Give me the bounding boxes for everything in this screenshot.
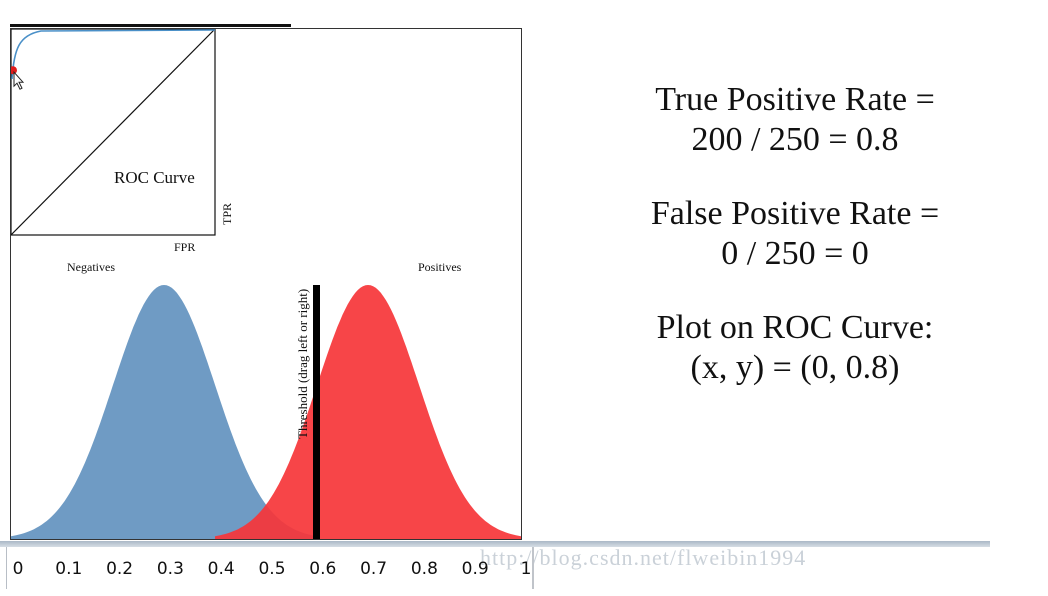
tpr-line-1: True Positive Rate = bbox=[655, 81, 935, 118]
mouse-cursor-icon bbox=[13, 70, 25, 90]
fpr-line-1: False Positive Rate = bbox=[650, 195, 940, 232]
top-rule bbox=[10, 24, 291, 27]
roc-ylabel: TPR bbox=[220, 203, 234, 225]
x-tick-label: 0.6 bbox=[309, 559, 337, 579]
x-axis-ticks: 0 0.1 0.2 0.3 0.4 0.5 0.6 0.7 0.8 0.9 1 bbox=[6, 547, 534, 589]
area-positives bbox=[215, 285, 521, 539]
tpr-block: True Positive Rate = 200 / 250 = 0.8 bbox=[560, 80, 1030, 160]
watermark-text: http://blog.csdn.net/flweibin1994 bbox=[480, 545, 807, 570]
threshold-bar[interactable] bbox=[313, 285, 320, 539]
x-tick-label: 0.3 bbox=[156, 559, 184, 579]
x-tick-label: 0.2 bbox=[106, 559, 134, 579]
plot-line-2: (x, y) = (0, 0.8) bbox=[690, 349, 900, 386]
axis-band bbox=[0, 541, 990, 547]
roc-title: ROC Curve bbox=[114, 168, 195, 187]
x-tick-label: 0.9 bbox=[461, 559, 489, 579]
roc-diagonal bbox=[11, 29, 216, 236]
tpr-line-2: 200 / 250 = 0.8 bbox=[691, 121, 899, 158]
positives-label: Positives bbox=[418, 260, 462, 274]
x-tick-label: 0 bbox=[12, 559, 24, 579]
threshold-layer: Threshold (drag left or right) bbox=[295, 285, 320, 539]
x-tick-label: 0.7 bbox=[360, 559, 388, 579]
x-tick-label: 0.8 bbox=[410, 559, 438, 579]
roc-xlabel: FPR bbox=[174, 240, 195, 254]
area-negatives bbox=[11, 285, 317, 539]
x-tick-label: 0.1 bbox=[55, 559, 83, 579]
chart-svg[interactable]: ROC Curve FPR TPR Threshold (drag left or … bbox=[11, 29, 521, 539]
x-axis-strip: http://blog.csdn.net/flweibin1994 0 0.1 0.… bbox=[0, 541, 1048, 596]
plot-panel: ROC Curve FPR TPR Threshold (drag left or … bbox=[10, 28, 522, 540]
plot-line-1: Plot on ROC Curve: bbox=[656, 309, 934, 346]
fpr-block: False Positive Rate = 0 / 250 = 0 bbox=[560, 194, 1030, 274]
roc-inset: ROC Curve FPR TPR bbox=[11, 29, 234, 254]
negatives-label: Negatives bbox=[67, 260, 115, 274]
threshold-label: Threshold (drag left or right) bbox=[295, 289, 310, 439]
fpr-line-2: 0 / 250 = 0 bbox=[721, 235, 869, 272]
explanation-panel: True Positive Rate = 200 / 250 = 0.8 Fal… bbox=[560, 80, 1030, 422]
distribution-layer bbox=[11, 285, 521, 539]
plot-block: Plot on ROC Curve: (x, y) = (0, 0.8) bbox=[560, 308, 1030, 388]
x-tick-label: 0.5 bbox=[258, 559, 286, 579]
x-tick-label: 1 bbox=[520, 559, 532, 579]
roc-current-point[interactable] bbox=[11, 66, 17, 75]
x-tick-label: 0.4 bbox=[207, 559, 235, 579]
